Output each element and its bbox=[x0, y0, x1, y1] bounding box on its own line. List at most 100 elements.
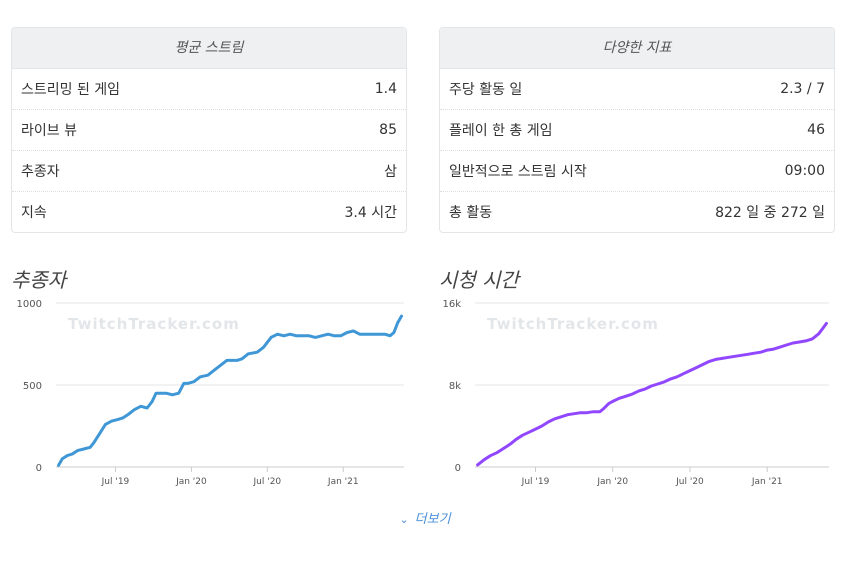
data-point bbox=[126, 413, 130, 416]
data-point bbox=[66, 454, 69, 457]
show-more-label: 더보기 bbox=[414, 512, 451, 527]
x-tick-label: Jan '21 bbox=[751, 477, 783, 487]
data-point bbox=[766, 348, 769, 352]
data-point bbox=[392, 331, 396, 334]
data-point bbox=[145, 406, 149, 410]
y-tick-label: 16k bbox=[442, 299, 461, 310]
data-point bbox=[110, 419, 113, 423]
data-point bbox=[358, 333, 361, 336]
data-point bbox=[817, 332, 820, 335]
average-stream-panel: 평균 스트림 스트리밍 된 게임 1.4 라이브 뷰 85 추종자 삼 지속 3… bbox=[11, 27, 407, 233]
data-point bbox=[383, 333, 387, 336]
y-tick-label: 8k bbox=[449, 381, 461, 392]
data-point bbox=[213, 369, 216, 372]
data-point bbox=[656, 382, 659, 386]
stat-label: 주당 활동 일 bbox=[449, 82, 523, 98]
data-point bbox=[256, 351, 259, 354]
data-point bbox=[99, 431, 102, 434]
data-point bbox=[92, 441, 96, 444]
data-point bbox=[688, 369, 692, 372]
stat-row-live-views: 라이브 뷰 85 bbox=[12, 110, 406, 151]
data-point bbox=[650, 384, 653, 388]
stat-row-duration: 지속 3.4 시간 bbox=[12, 192, 406, 232]
data-point bbox=[695, 366, 698, 369]
stat-value: 3.4 시간 bbox=[344, 205, 397, 221]
data-point bbox=[235, 359, 239, 362]
x-tick-label: Jul '19 bbox=[101, 477, 130, 487]
data-point bbox=[759, 351, 762, 354]
data-point bbox=[154, 392, 158, 395]
data-point bbox=[396, 321, 399, 324]
data-point bbox=[177, 392, 180, 395]
stat-row-total-games-played: 플레이 한 총 게임 46 bbox=[440, 110, 834, 151]
data-point bbox=[320, 334, 323, 337]
data-point bbox=[721, 357, 724, 360]
data-point bbox=[611, 400, 614, 403]
data-point bbox=[502, 447, 505, 450]
data-point bbox=[133, 408, 136, 411]
data-point bbox=[675, 375, 679, 378]
x-tick-label: Jul '19 bbox=[521, 477, 550, 487]
data-point bbox=[400, 314, 403, 318]
stat-label: 라이브 뷰 bbox=[21, 123, 77, 139]
data-point bbox=[371, 333, 374, 336]
data-point bbox=[82, 447, 86, 451]
data-point bbox=[785, 343, 788, 347]
stat-label: 일반적으로 스트림 시작 bbox=[449, 164, 587, 180]
data-point bbox=[566, 413, 569, 416]
data-point bbox=[515, 438, 518, 441]
data-point bbox=[778, 345, 782, 349]
data-point bbox=[811, 337, 814, 341]
stat-value: 822 일 중 272 일 bbox=[715, 205, 825, 221]
data-point bbox=[364, 333, 368, 336]
stat-label: 총 활동 bbox=[449, 205, 493, 221]
data-point bbox=[326, 333, 330, 336]
data-point bbox=[288, 333, 292, 336]
data-point bbox=[121, 416, 125, 419]
series-line bbox=[57, 314, 403, 467]
stat-value: 2.3 / 7 bbox=[780, 81, 825, 97]
followers-chart: TwitchTracker.com 0 500 1000 Jul '19 Jan '20 J… bbox=[17, 299, 404, 487]
y-tick-label: 0 bbox=[36, 463, 42, 474]
data-point bbox=[624, 395, 627, 398]
stat-value: 46 bbox=[807, 122, 825, 138]
data-point bbox=[247, 352, 250, 355]
average-stream-title: 평균 스트림 bbox=[12, 28, 406, 69]
data-point bbox=[199, 375, 202, 378]
data-point bbox=[804, 339, 807, 343]
data-point bbox=[388, 334, 392, 337]
data-point bbox=[482, 458, 486, 461]
x-tick-label: Jan '20 bbox=[596, 477, 628, 487]
data-point bbox=[71, 452, 74, 456]
data-point bbox=[602, 407, 605, 410]
data-point bbox=[560, 415, 563, 418]
data-point bbox=[592, 410, 595, 413]
stat-row-followers: 추종자 삼 bbox=[12, 151, 406, 192]
data-point bbox=[547, 420, 550, 424]
data-point bbox=[489, 454, 492, 457]
watermark: TwitchTracker.com bbox=[487, 315, 659, 333]
data-point bbox=[276, 333, 279, 336]
stat-row-games-streamed: 스트리밍 된 게임 1.4 bbox=[12, 69, 406, 110]
data-point bbox=[798, 340, 801, 344]
data-point bbox=[521, 434, 524, 437]
data-point bbox=[527, 431, 531, 434]
data-point bbox=[821, 327, 824, 330]
data-point bbox=[746, 353, 750, 356]
data-point bbox=[139, 405, 142, 408]
stat-value: 09:00 bbox=[784, 163, 825, 179]
data-point bbox=[345, 331, 349, 334]
show-more-button[interactable]: ⌄ 더보기 bbox=[0, 508, 850, 527]
data-point bbox=[314, 336, 317, 339]
data-point bbox=[534, 427, 537, 431]
y-tick-label: 0 bbox=[455, 463, 461, 474]
data-point bbox=[637, 389, 640, 393]
data-point bbox=[476, 463, 479, 467]
data-point bbox=[740, 354, 743, 357]
data-point bbox=[262, 346, 265, 349]
data-point bbox=[733, 355, 737, 358]
data-point bbox=[508, 443, 511, 446]
x-tick-label: Jul '20 bbox=[253, 477, 282, 487]
data-point bbox=[540, 424, 544, 428]
data-point bbox=[206, 374, 210, 377]
